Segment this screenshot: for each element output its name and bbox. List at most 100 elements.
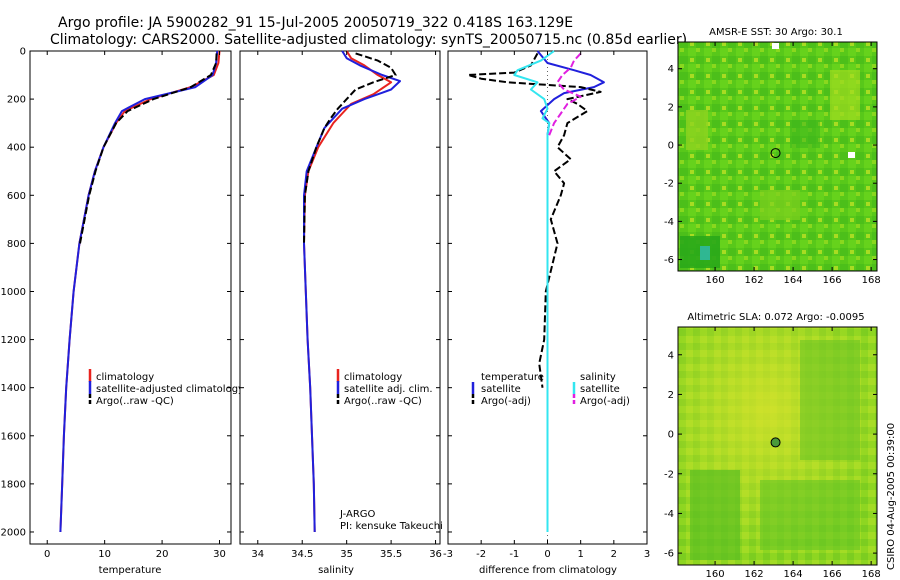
sla-low-patch [800, 340, 860, 460]
salinity-annotation-pi: PI: kensuke Takeuchi [340, 521, 443, 532]
map-x-tick-label: 166 [823, 569, 842, 580]
argo-float-location-marker [770, 148, 781, 159]
salinity-annotation-project: J-ARGO [339, 509, 376, 520]
map-x-tick-label: 162 [745, 275, 764, 286]
legend-label-climatology: climatology [344, 372, 402, 383]
y-tick-label: 600 [7, 191, 26, 202]
x-tick-label: 2 [611, 549, 617, 560]
map-y-tick-label: -6 [664, 255, 674, 266]
y-tick-label: 800 [7, 239, 26, 250]
map-y-tick-label: -2 [664, 469, 674, 480]
figure-title-line2: Climatology: CARS2000. Satellite-adjuste… [50, 32, 688, 48]
temperature-panel: 0 10 20 30 0 200 400 600 800 1000 1200 1400 1600 1800… [1, 47, 244, 577]
legend-header-salinity: salinity [580, 372, 616, 383]
x-tick-label: 30 [213, 549, 226, 560]
difference-series-salinity-argo-adj [548, 52, 582, 136]
salinity-series-satellite-adj-clim [303, 50, 401, 533]
sst-missing-cell [848, 152, 855, 158]
map-y-tick-label: -2 [664, 179, 674, 190]
x-tick-label: 35 [340, 549, 353, 560]
difference-panel: -3 -2 -1 0 1 2 3 difference from climatology t… [443, 50, 650, 576]
y-tick-label: 0 [20, 47, 26, 58]
sla-low-patch [690, 470, 740, 560]
sst-warm-patch [686, 110, 708, 150]
map-x-tick-label: 166 [823, 275, 842, 286]
y-tick-label: 1600 [1, 431, 26, 442]
temperature-xlabel: temperature [99, 565, 162, 576]
sla-map-frame [677, 326, 878, 566]
argo-float-location-marker [770, 437, 781, 448]
temperature-legend: climatology satellite-adjusted climatolo… [88, 369, 244, 407]
map-y-tick-label: 0 [668, 141, 674, 152]
x-tick-label: -3 [443, 549, 453, 560]
legend-label-sal-satellite: satellite [580, 384, 620, 395]
map-y-tick-label: 2 [668, 102, 674, 113]
salinity-legend: climatology satellite adj. clim. Argo(..… [336, 369, 433, 407]
difference-xlabel: difference from climatology [479, 565, 617, 576]
legend-label-satellite-adjusted: satellite-adjusted climatology [96, 384, 244, 395]
x-tick-label: 0 [44, 549, 50, 560]
x-tick-label: 1 [577, 549, 583, 560]
sst-cool-patch [790, 120, 820, 148]
sst-map-panel: AMSR-E SST: 30 Argo: 30.1 160 162 164 166 16… [664, 27, 881, 286]
map-y-tick-label: -4 [664, 509, 674, 520]
legend-label-sal-argo: Argo(-adj) [580, 396, 630, 407]
sst-map-frame [677, 41, 878, 272]
y-tick-label: 200 [7, 95, 26, 106]
temperature-series-argo-raw-qc [79, 53, 218, 244]
figure-title-line1: Argo profile: JA 5900282_91 15-Jul-2005 … [58, 15, 574, 31]
y-tick-label: 1800 [1, 479, 26, 490]
x-tick-label: 10 [98, 549, 111, 560]
legend-label-temp-satellite: satellite [481, 384, 521, 395]
salinity-series-argo-raw-qc [303, 52, 397, 244]
map-x-tick-label: 164 [784, 569, 803, 580]
map-x-tick-label: 162 [745, 569, 764, 580]
x-tick-label: -2 [476, 549, 486, 560]
map-x-tick-label: 168 [862, 569, 881, 580]
map-y-tick-label: -4 [664, 217, 674, 228]
sla-low-patch [760, 480, 860, 550]
x-tick-label: 35.5 [380, 549, 402, 560]
sst-warm-patch [830, 70, 860, 120]
legend-label-argo: Argo(..raw -QC) [96, 396, 174, 407]
difference-series-salinity-satellite [513, 50, 555, 532]
y-tick-label: 1200 [1, 335, 26, 346]
map-x-tick-label: 160 [706, 569, 725, 580]
map-x-tick-label: 160 [706, 275, 725, 286]
x-tick-label: 20 [156, 549, 169, 560]
sst-warm-patch [760, 190, 800, 220]
sst-missing-cell [772, 43, 779, 49]
salinity-panel: 34 34.5 35 35.5 36 salinity climatology sate… [239, 50, 443, 576]
x-tick-label: 34 [251, 549, 264, 560]
map-y-tick-label: 0 [668, 430, 674, 441]
x-tick-label: 0 [544, 549, 550, 560]
map-x-tick-label: 168 [862, 275, 881, 286]
map-y-tick-label: 2 [668, 390, 674, 401]
y-tick-label: 1400 [1, 383, 26, 394]
map-y-tick-label: 4 [668, 64, 674, 75]
legend-label-satellite-adj: satellite adj. clim. [344, 384, 433, 395]
y-tick-label: 2000 [1, 527, 26, 538]
y-tick-label: 1000 [1, 287, 26, 298]
x-tick-label: 36 [429, 549, 442, 560]
map-y-tick-label: -6 [664, 549, 674, 560]
difference-legend: temperature satellite Argo(-adj) salinit… [471, 372, 630, 407]
legend-label-climatology: climatology [96, 372, 154, 383]
sla-map-title: Altimetric SLA: 0.072 Argo: -0.0095 [687, 312, 864, 323]
legend-header-temperature: temperature [481, 372, 544, 383]
legend-label-temp-argo: Argo(-adj) [481, 396, 531, 407]
y-tick-label: 400 [7, 143, 26, 154]
x-tick-label: -1 [509, 549, 519, 560]
difference-series-temperature-argo-adj [466, 52, 602, 388]
sst-cool-patch [700, 246, 710, 260]
x-tick-label: 34.5 [291, 549, 313, 560]
salinity-axes-frame [239, 50, 441, 545]
sst-map-title: AMSR-E SST: 30 Argo: 30.1 [709, 27, 843, 38]
map-y-tick-label: 4 [668, 350, 674, 361]
sla-map-panel: Altimetric SLA: 0.072 Argo: -0.0095 160 1… [664, 312, 881, 580]
salinity-xlabel: salinity [318, 565, 354, 576]
map-x-tick-label: 164 [784, 275, 803, 286]
side-timestamp-label: CSIRO 04-Aug-2005 00:39:00 [886, 423, 897, 570]
temperature-axes-frame [29, 50, 232, 545]
